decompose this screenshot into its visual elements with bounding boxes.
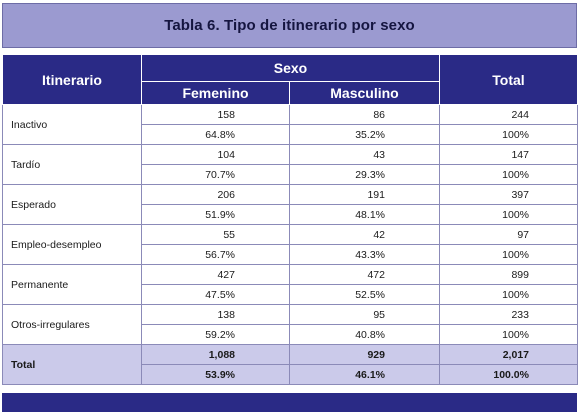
total-percent-cell: 100% (439, 324, 578, 345)
total-row-counts: Total 1,088 929 2,017 (2, 344, 578, 385)
header-total: Total (439, 54, 578, 105)
masculino-count-cell: 472 (289, 264, 440, 285)
femenino-count-cell: 104 (141, 144, 290, 165)
femenino-count-cell: 55 (141, 224, 290, 245)
total-count-cell: 244 (439, 104, 578, 125)
total-percent-cell: 100% (439, 124, 578, 145)
femenino-count-cell: 206 (141, 184, 290, 205)
table-row-percent: 59.2% 40.8% 100% (3, 324, 578, 345)
table-row-percent: 56.7% 43.3% 100% (3, 244, 578, 265)
table-row-counts: Empleo-desempleo 55 42 97 (2, 224, 578, 265)
total-percent-cell: 100% (439, 244, 578, 265)
table-row-counts: Esperado 206 191 397 (2, 184, 578, 225)
femenino-count-cell: 427 (141, 264, 290, 285)
total-percent-cell: 100.0% (439, 364, 578, 385)
masculino-percent-cell: 43.3% (289, 244, 440, 265)
femenino-percent-cell: 47.5% (141, 284, 290, 305)
total-count-cell: 397 (439, 184, 578, 205)
row-label: Empleo-desempleo (2, 224, 142, 265)
itinerary-by-sex-table: Itinerario Sexo Total Femenino Masculino… (2, 54, 578, 385)
total-count-cell: 97 (439, 224, 578, 245)
femenino-percent-cell: 51.9% (141, 204, 290, 225)
table-row-counts: Otros-irregulares 138 95 233 (2, 304, 578, 345)
masculino-count-cell: 86 (289, 104, 440, 125)
masculino-count-cell: 929 (289, 344, 440, 365)
table-footer-bar (2, 393, 577, 412)
row-label: Otros-irregulares (2, 304, 142, 345)
header-itinerario: Itinerario (2, 54, 142, 105)
masculino-count-cell: 43 (289, 144, 440, 165)
total-count-cell: 2,017 (439, 344, 578, 365)
total-percent-cell: 100% (439, 164, 578, 185)
row-label: Inactivo (2, 104, 142, 145)
masculino-count-cell: 42 (289, 224, 440, 245)
table-title-bar: Tabla 6. Tipo de itinerario por sexo (2, 3, 577, 48)
femenino-count-cell: 158 (141, 104, 290, 125)
masculino-percent-cell: 35.2% (289, 124, 440, 145)
row-label: Permanente (2, 264, 142, 305)
femenino-percent-cell: 56.7% (141, 244, 290, 265)
table-row-counts: Tardío 104 43 147 (2, 144, 578, 185)
table-row-counts: Inactivo 158 86 244 (2, 104, 578, 145)
table-body: Inactivo 158 86 244 64.8% 35.2% 100% Tardío 104 4… (2, 104, 578, 385)
femenino-percent-cell: 64.8% (141, 124, 290, 145)
total-row-percent: 53.9% 46.1% 100.0% (3, 364, 578, 385)
total-percent-cell: 100% (439, 204, 578, 225)
masculino-percent-cell: 48.1% (289, 204, 440, 225)
header-sexo: Sexo (141, 54, 440, 82)
total-count-cell: 233 (439, 304, 578, 325)
masculino-percent-cell: 52.5% (289, 284, 440, 305)
header-femenino: Femenino (141, 81, 290, 105)
masculino-count-cell: 95 (289, 304, 440, 325)
femenino-percent-cell: 59.2% (141, 324, 290, 345)
row-label: Tardío (2, 144, 142, 185)
masculino-percent-cell: 40.8% (289, 324, 440, 345)
table-row-percent: 47.5% 52.5% 100% (3, 284, 578, 305)
masculino-percent-cell: 29.3% (289, 164, 440, 185)
total-count-cell: 147 (439, 144, 578, 165)
femenino-percent-cell: 53.9% (141, 364, 290, 385)
table-row-counts: Permanente 427 472 899 (2, 264, 578, 305)
total-count-cell: 899 (439, 264, 578, 285)
header-masculino: Masculino (289, 81, 440, 105)
femenino-count-cell: 138 (141, 304, 290, 325)
row-label: Total (2, 344, 142, 385)
table-row-percent: 70.7% 29.3% 100% (3, 164, 578, 185)
femenino-count-cell: 1,088 (141, 344, 290, 365)
masculino-count-cell: 191 (289, 184, 440, 205)
row-label: Esperado (2, 184, 142, 225)
total-percent-cell: 100% (439, 284, 578, 305)
femenino-percent-cell: 70.7% (141, 164, 290, 185)
table-title: Tabla 6. Tipo de itinerario por sexo (164, 17, 415, 34)
masculino-percent-cell: 46.1% (289, 364, 440, 385)
